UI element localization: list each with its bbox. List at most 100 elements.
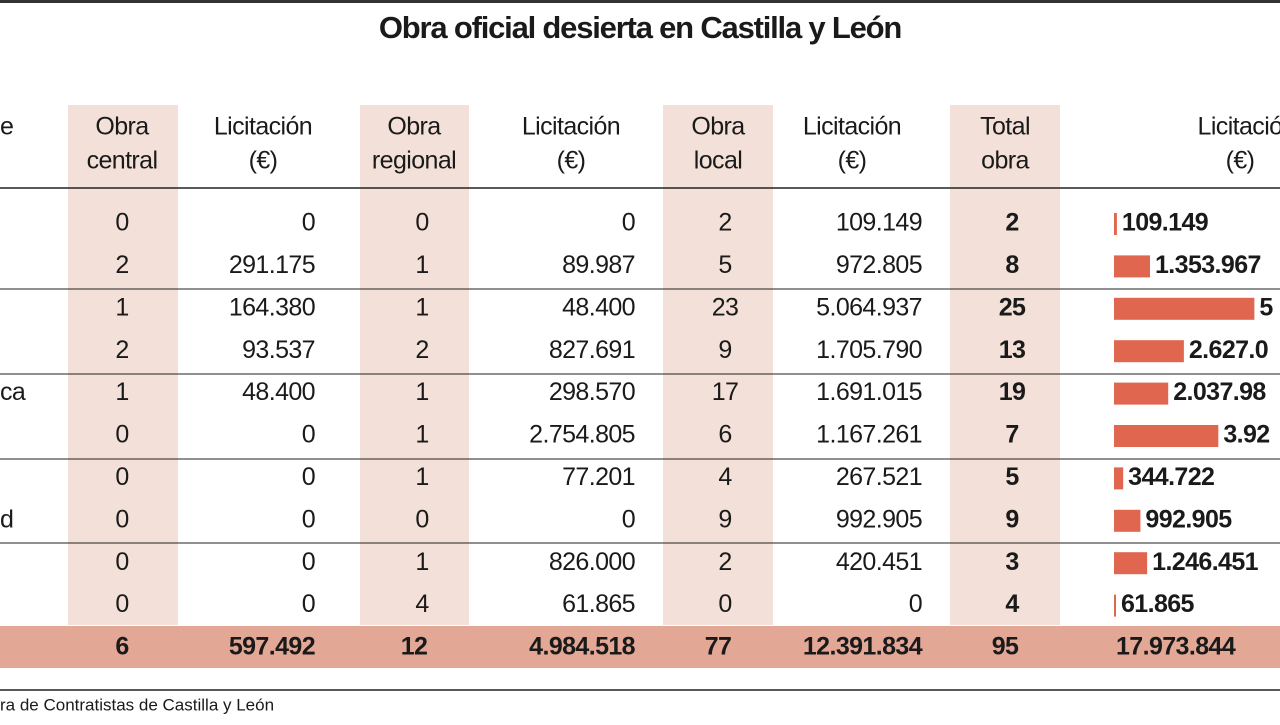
column-header: Licitación bbox=[214, 113, 312, 141]
column-header: (€) bbox=[1226, 147, 1255, 175]
cell: 2.754.805 bbox=[529, 421, 635, 449]
cell: 9 bbox=[718, 336, 731, 364]
row-label: ca bbox=[0, 378, 26, 406]
cell: 992.905 bbox=[836, 505, 922, 533]
total-licitacion: 1.246.451 bbox=[1152, 548, 1259, 576]
cell: 2 bbox=[115, 251, 128, 279]
cell: 1 bbox=[415, 251, 428, 279]
cell: 0 bbox=[115, 505, 128, 533]
total-licitacion: 5 bbox=[1259, 293, 1273, 321]
total-cell: 6 bbox=[115, 633, 128, 661]
cell: 267.521 bbox=[836, 463, 922, 491]
cell: 7 bbox=[1005, 421, 1018, 449]
cell: 0 bbox=[909, 590, 922, 618]
total-licitacion: 1.353.967 bbox=[1155, 251, 1261, 279]
column-header: Obra bbox=[691, 113, 745, 141]
bar bbox=[1114, 425, 1218, 447]
bar bbox=[1114, 595, 1116, 617]
total-licitacion: 2.627.0 bbox=[1189, 336, 1268, 364]
cell: 0 bbox=[622, 209, 635, 237]
cell: 8 bbox=[1005, 251, 1019, 279]
cell: 61.865 bbox=[562, 590, 635, 618]
cell: 1 bbox=[115, 293, 128, 321]
cell: 2 bbox=[718, 548, 731, 576]
total-cell: 597.492 bbox=[229, 633, 315, 661]
cell: 5 bbox=[1005, 463, 1019, 491]
cell: 48.400 bbox=[562, 293, 635, 321]
column-header: e bbox=[0, 113, 13, 141]
total-cell: 4.984.518 bbox=[529, 633, 636, 661]
bar bbox=[1114, 552, 1147, 574]
cell: 9 bbox=[718, 505, 731, 533]
cell: 0 bbox=[302, 463, 315, 491]
cell: 19 bbox=[999, 378, 1026, 406]
cell: 1 bbox=[415, 421, 428, 449]
column-header: local bbox=[694, 147, 742, 175]
cell: 9 bbox=[1005, 505, 1018, 533]
column-header: (€) bbox=[249, 147, 278, 175]
cell: 972.805 bbox=[836, 251, 922, 279]
bar bbox=[1114, 383, 1168, 405]
cell: 1.691.015 bbox=[816, 378, 922, 406]
total-licitacion: 2.037.98 bbox=[1173, 378, 1266, 406]
cell: 25 bbox=[999, 293, 1026, 321]
top-rule bbox=[0, 0, 1280, 3]
cell: 13 bbox=[999, 336, 1026, 364]
cell: 826.000 bbox=[549, 548, 635, 576]
cell: 1 bbox=[115, 378, 128, 406]
cell: 2 bbox=[1005, 209, 1018, 237]
bar bbox=[1114, 213, 1117, 235]
bar bbox=[1114, 467, 1123, 489]
cell: 0 bbox=[415, 505, 428, 533]
column-header: Obra bbox=[95, 113, 149, 141]
column-header: (€) bbox=[557, 147, 586, 175]
total-cell: 95 bbox=[992, 633, 1019, 661]
cell: 1 bbox=[415, 293, 428, 321]
cell: 4 bbox=[1005, 590, 1019, 618]
cell: 291.175 bbox=[229, 251, 315, 279]
cell: 48.400 bbox=[242, 378, 315, 406]
total-licitacion: 3.92 bbox=[1223, 421, 1269, 449]
cell: 5.064.937 bbox=[816, 293, 922, 321]
column-header: Licitación bbox=[803, 113, 901, 141]
cell: 0 bbox=[302, 548, 315, 576]
cell: 298.570 bbox=[549, 378, 635, 406]
column-header: regional bbox=[372, 147, 456, 175]
cell: 0 bbox=[302, 505, 315, 533]
cell: 1 bbox=[415, 378, 428, 406]
cell: 0 bbox=[718, 590, 731, 618]
cell: 420.451 bbox=[836, 548, 922, 576]
cell: 4 bbox=[718, 463, 732, 491]
title: Obra oficial desierta en Castilla y León bbox=[379, 10, 902, 45]
column-header: Obra bbox=[387, 113, 441, 141]
cell: 89.987 bbox=[562, 251, 635, 279]
cell: 0 bbox=[115, 590, 128, 618]
cell: 2 bbox=[115, 336, 128, 364]
cell: 1 bbox=[415, 463, 428, 491]
totals-band bbox=[0, 626, 1280, 668]
total-licitacion: 344.722 bbox=[1128, 463, 1214, 491]
cell: 6 bbox=[718, 421, 731, 449]
cell: 164.380 bbox=[229, 293, 315, 321]
total-licitacion: 109.149 bbox=[1122, 209, 1208, 237]
cell: 2 bbox=[718, 209, 731, 237]
bar bbox=[1114, 298, 1254, 320]
cell: 23 bbox=[712, 293, 739, 321]
cell: 17 bbox=[712, 378, 739, 406]
column-header: Licitació bbox=[1198, 113, 1280, 141]
cell: 77.201 bbox=[562, 463, 635, 491]
cell: 0 bbox=[115, 463, 128, 491]
total-cell: 12 bbox=[401, 633, 428, 661]
total-cell: 12.391.834 bbox=[803, 633, 923, 661]
bar bbox=[1114, 340, 1184, 362]
total-cell: 77 bbox=[705, 633, 732, 661]
cell: 1.167.261 bbox=[816, 421, 922, 449]
column-header: central bbox=[87, 147, 158, 175]
cell: 827.691 bbox=[549, 336, 635, 364]
bar bbox=[1114, 510, 1140, 532]
bar bbox=[1114, 255, 1150, 277]
cell: 0 bbox=[302, 590, 315, 618]
cell: 1 bbox=[415, 548, 428, 576]
